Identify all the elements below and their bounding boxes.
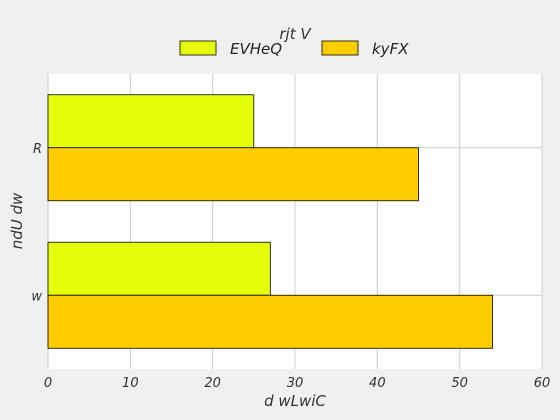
bar-kyFX-R xyxy=(47,147,419,202)
legend-label-kyFX: kyFX xyxy=(372,40,409,58)
bar-kyFX-w xyxy=(47,294,494,349)
legend-swatch-EVHeQ xyxy=(179,40,217,56)
x-tick-label: 0 xyxy=(44,376,52,391)
bars xyxy=(47,94,494,349)
x-ticks: 0 10 20 30 40 50 60 xyxy=(44,376,550,391)
x-tick-label: 20 xyxy=(204,376,221,391)
bar-EVHeQ-R xyxy=(47,94,255,149)
y-tick-label: R xyxy=(33,142,42,157)
x-tick-label: 30 xyxy=(287,376,304,391)
x-tick-label: 40 xyxy=(369,376,386,391)
legend-swatch-kyFX xyxy=(321,40,359,56)
legend-label-EVHeQ: EVHeQ xyxy=(230,40,282,58)
x-tick-label: 60 xyxy=(534,376,551,391)
y-axis-label: ndU dw xyxy=(8,192,26,249)
x-tick-label: 10 xyxy=(122,376,139,391)
x-tick-label: 50 xyxy=(451,376,468,391)
legend-title: rjt V xyxy=(279,25,312,43)
y-ticks: Rw xyxy=(31,142,42,305)
legend: rjt V EVHeQ kyFX xyxy=(179,25,409,58)
y-tick-label: w xyxy=(31,289,42,304)
x-axis-label: d wLwiC xyxy=(264,392,326,410)
bar-EVHeQ-w xyxy=(47,241,271,296)
